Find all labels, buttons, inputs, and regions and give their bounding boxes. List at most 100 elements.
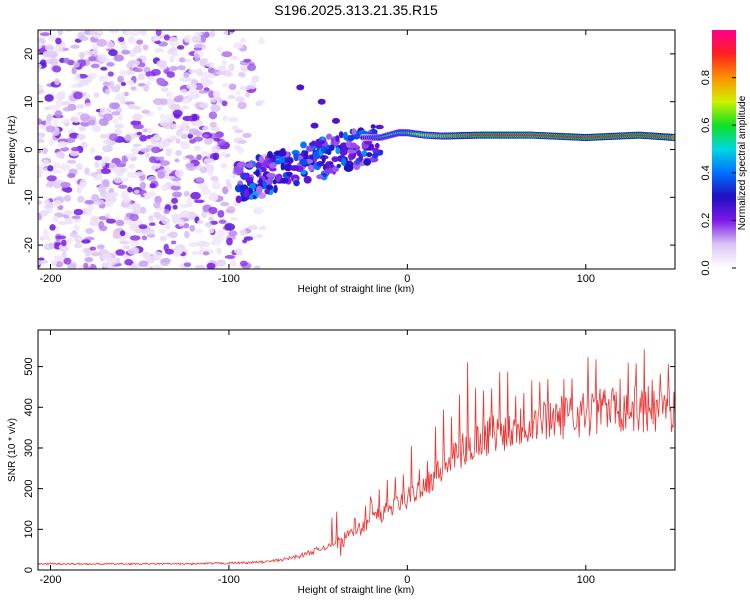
spectrogram-cell [216,259,227,267]
spectrogram-cell [90,216,100,222]
spectrogram-cell [172,204,178,210]
spectrogram-cell [59,163,71,171]
spectrogram-cell [221,51,233,58]
spectrogram-cell [258,155,264,164]
spectrogram-cell [169,55,175,63]
spectrogram-cell [155,30,162,37]
snr-panel: -200 -100 0 100 0 100 200 300 400 500 Height of … [7,329,676,596]
spectrogram-cell [75,236,84,241]
spectrogram-cell [149,222,156,227]
spectrogram-cell [130,202,141,211]
spectrogram-cell [229,30,236,33]
spectrogram-cell [184,34,192,43]
spectrogram-cell [173,95,183,103]
spectrogram-cell [243,236,254,241]
spectrogram-cell [60,101,71,106]
spectrogram-cell [169,135,177,142]
y-tick-label: 0 [23,146,35,152]
spectrogram-cell [335,135,340,142]
spectrogram-cell [212,90,221,98]
spectrogram-cell [277,150,287,157]
spectrogram-cell [127,35,136,44]
spectrogram-cell [235,195,242,204]
spectrogram-cell [237,71,246,78]
spectrogram-cell [246,176,254,183]
spectrogram-cell [163,209,170,215]
spectrogram-cell [189,224,196,232]
spectrogram-cell [183,222,190,229]
spectrogram-cell [340,157,347,166]
spectrogram-cell [109,80,115,89]
spectrogram-cell [144,228,155,236]
spectrogram-cell [69,149,80,157]
spectrogram-cell [178,57,186,63]
x-tick-label: -200 [39,273,61,285]
spectrogram-cell [224,223,236,231]
spectrogram-cell [147,176,157,182]
spectrogram-cell [239,229,248,236]
spectrogram-cell [159,160,171,167]
snr-y-ticks: 0 100 200 300 400 500 [23,357,675,573]
spectrogram-cell [135,228,144,234]
spectrogram-cell [192,113,198,122]
spectrogram-cell [96,38,108,47]
spectrogram-cell [279,177,289,184]
spectrogram-cell [128,163,136,170]
spectrogram-cell [171,191,183,198]
spectrogram-cell [137,30,148,36]
spectrogram-cell [194,264,205,269]
spectrogram-cell [84,167,90,175]
spectrogram-cell [237,101,247,110]
spectrogram-cell [186,83,198,90]
y-tick-label: 200 [23,479,35,497]
spectrogram-cell [106,40,115,49]
spectrogram-cell [128,103,136,110]
spectrogram-cell [38,30,43,33]
spectrogram-cell [266,172,276,178]
spectrogram-cell [195,177,205,183]
spectrogram-cell [209,30,216,38]
spectrogram-cell [84,256,94,263]
spectrogram-cell [197,220,204,225]
spectrogram-cell [77,195,85,203]
spectrogram-cell [53,162,61,170]
spectrogram-cell [130,239,139,247]
spectrogram-cell [124,258,133,266]
spectrogram-cell [39,235,48,240]
spectrogram-cell [347,134,355,142]
spectrogram-cell [49,58,59,66]
spectrogram-cell [42,50,52,57]
spectrogram-cell [91,125,101,133]
spectrogram-cell [289,165,300,171]
spectrogram-cell [229,260,237,267]
spectrogram-cell [178,219,185,227]
spectrogram-cell [233,144,242,150]
y-tick-label: 400 [23,398,35,416]
spectrogram-cell [66,137,76,143]
spectrogram-cell [217,65,227,71]
x-tick-label: 0 [404,273,410,285]
spectrogram-cell [202,57,208,64]
spectrogram-cell [49,53,59,58]
spectrogram-cell [320,136,326,141]
snr-x-label: Height of straight line (km) [298,585,415,596]
spectrogram-cell [107,71,114,77]
spectrogram-cell [172,249,181,258]
spectrogram-cell [169,65,178,72]
spectrogram-cell [324,167,335,174]
spectrogram-cell [54,46,64,53]
spectrogram-cell [154,195,162,204]
spectrogram-cell [205,221,212,228]
spectrogram-cell [148,215,154,222]
spectrogram-cell [320,145,327,154]
spectrogram-cell [113,54,125,62]
spectrogram-cell [202,134,209,139]
spectrogram-cell [132,113,143,122]
spectrogram-cell [255,161,262,170]
spectrogram-cell [247,225,259,230]
spectrogram-cell [213,235,225,243]
spectrogram-cell [92,47,99,56]
spectrogram-cell [219,151,228,157]
spectrogram-cell [285,156,294,164]
spectrogram-cell [172,109,183,118]
